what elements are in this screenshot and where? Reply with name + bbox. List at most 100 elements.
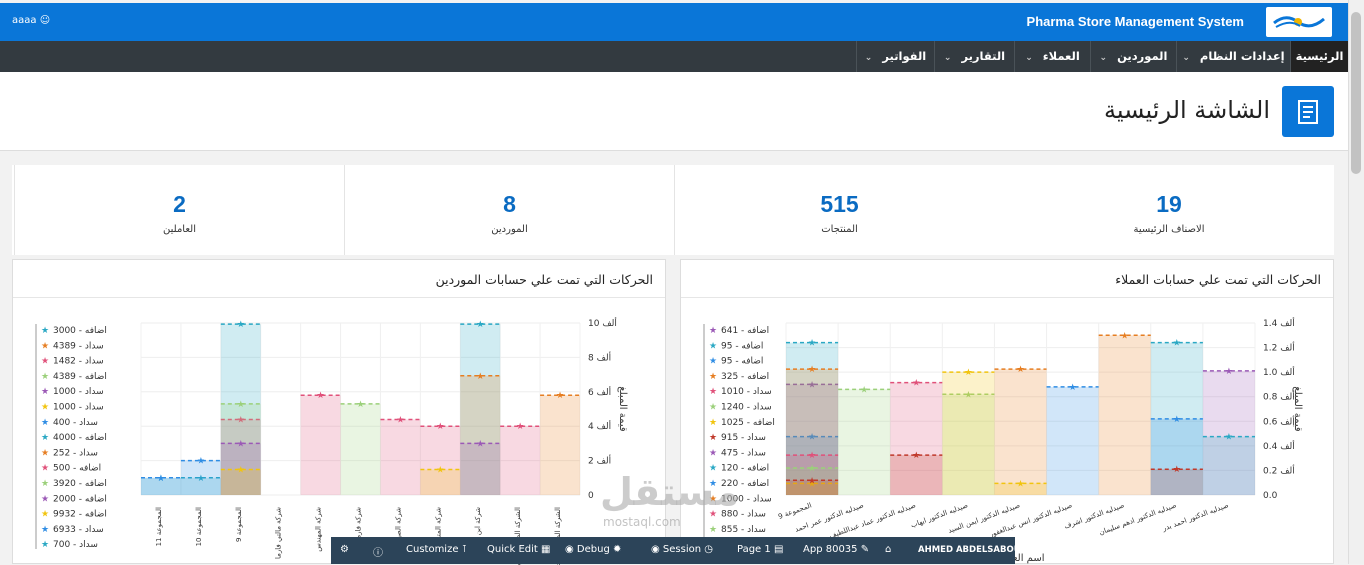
data-area xyxy=(220,403,261,495)
legend-label: سداد - 252 xyxy=(53,448,98,458)
settings-icon[interactable]: ⚙ xyxy=(340,544,349,555)
data-area xyxy=(1202,370,1255,495)
scrollbar-thumb[interactable] xyxy=(1351,12,1361,174)
data-point: ★ xyxy=(1225,367,1233,377)
legend-label: سداد - 915 xyxy=(721,433,766,443)
stat-suppliers: 8 الموردين xyxy=(344,165,674,255)
data-point: ★ xyxy=(808,479,816,489)
data-point: ★ xyxy=(964,368,972,378)
legend-label: اضافه - 1025 xyxy=(721,418,775,428)
data-area xyxy=(180,477,221,495)
data-point: ★ xyxy=(237,400,245,410)
clock-icon: ◷ xyxy=(704,544,713,555)
legend-marker: ★ xyxy=(709,433,717,443)
developer-name: AHMED ABDELSABOUR xyxy=(918,545,1028,555)
data-area xyxy=(1098,335,1151,495)
info-icon[interactable]: ⓘ xyxy=(373,548,383,559)
stat-label: المنتجات xyxy=(821,224,858,235)
watermark-url: mostaql.com xyxy=(603,515,681,529)
legend-marker: ★ xyxy=(41,448,49,458)
data-area xyxy=(141,477,181,495)
stat-value: 8 xyxy=(503,191,516,217)
legend-label: اضافه - 220 xyxy=(721,479,769,489)
page-button[interactable]: Page 1 ▤ xyxy=(737,544,783,555)
x-tick-label: المجموعة 9 xyxy=(235,507,243,542)
brush-icon: ⊺ xyxy=(461,544,467,555)
nav-item-suppliers[interactable]: ⌄ الموردين xyxy=(1090,41,1176,72)
data-area xyxy=(1150,418,1203,495)
legend-marker: ★ xyxy=(709,479,717,489)
y-axis-label: قيمة المبلغ xyxy=(1292,386,1303,432)
nav-item-customers[interactable]: ⌄ العملاء xyxy=(1014,41,1090,72)
nav-item-reports[interactable]: ⌄ التقارير xyxy=(934,41,1014,72)
stat-label: الموردين xyxy=(491,224,528,235)
data-point: ★ xyxy=(476,320,484,330)
page-title: الشاشة الرئيسية xyxy=(1104,96,1270,124)
select-icon: ▦ xyxy=(541,544,551,555)
data-point: ★ xyxy=(396,416,404,426)
nav-label: الرئيسية xyxy=(1295,49,1344,63)
session-button[interactable]: ◉ Session ◷ xyxy=(651,544,713,555)
y-tick-label: 0.2 ألف xyxy=(1263,464,1295,476)
nav-label: العملاء xyxy=(1042,49,1080,63)
legend-marker: ★ xyxy=(41,372,49,382)
legend-marker: ★ xyxy=(41,479,49,489)
legend-marker: ★ xyxy=(41,387,49,397)
suppliers-chart: 0 2 ألف 4 ألف 6 ألف 8 ألف 10 ألف قيمة المبلغ ★ ★… xyxy=(35,317,628,565)
legend-label: اضافه - 4000 xyxy=(53,433,107,443)
data-point: ★ xyxy=(237,416,245,426)
legend-label: اضافه - 2000 xyxy=(53,494,107,504)
page-icon: ▤ xyxy=(773,544,784,555)
legend-label: اضافه - 4389 xyxy=(53,372,107,382)
quick-edit-button[interactable]: Quick Edit ▦ xyxy=(487,544,550,555)
data-area xyxy=(994,369,1047,495)
legend-marker: ★ xyxy=(41,326,49,336)
legend-marker: ★ xyxy=(41,525,49,535)
stat-products: 515 المنتجات xyxy=(674,165,1004,255)
legend-label: اضافه - 3000 xyxy=(53,326,107,336)
data-point: ★ xyxy=(476,372,484,382)
x-tick-label: شركة ابن سينا xyxy=(474,507,482,550)
legend-marker: ★ xyxy=(41,464,49,474)
nav-item-settings[interactable]: ⌄ إعدادات النظام xyxy=(1176,41,1290,72)
data-area xyxy=(942,372,995,495)
customize-button[interactable]: Customize ⊺ xyxy=(406,544,467,555)
data-point: ★ xyxy=(1173,465,1181,475)
stat-label: الاصناف الرئيسية xyxy=(1133,224,1205,235)
nav-item-home[interactable]: الرئيسية xyxy=(1290,41,1348,72)
data-area xyxy=(890,455,943,495)
data-area xyxy=(220,469,261,495)
data-area xyxy=(786,480,839,495)
legend-label: سداد - 400 xyxy=(53,418,98,428)
debug-button[interactable]: ◉ Debug ✹ xyxy=(565,544,621,555)
legend-label: سداد - 880 xyxy=(721,510,766,520)
legend-marker: ★ xyxy=(41,357,49,367)
data-area xyxy=(1202,436,1255,495)
nav-label: التقارير xyxy=(961,49,1006,63)
app-logo[interactable] xyxy=(1266,7,1332,37)
home-icon[interactable]: ⌂ xyxy=(885,544,892,555)
legend-marker: ★ xyxy=(41,494,49,504)
legend-marker: ★ xyxy=(41,510,49,520)
legend-label: اضافه - 325 xyxy=(721,372,769,382)
user-name: aaaa xyxy=(12,15,37,26)
legend-marker: ★ xyxy=(41,341,49,351)
stat-categories: 19 الاصناف الرئيسية xyxy=(1004,165,1334,255)
legend-label: سداد - 700 xyxy=(53,540,98,550)
app-button[interactable]: App 80035 ✎ xyxy=(803,544,869,555)
chevron-down-icon: ⌄ xyxy=(1182,53,1190,63)
data-area xyxy=(1046,386,1099,495)
legend-label: سداد - 4389 xyxy=(53,341,104,351)
x-tick-label: الشركة المصرية للأدوية xyxy=(553,507,562,565)
y-tick-label: 0.8 ألف xyxy=(1263,391,1295,403)
legend-marker: ★ xyxy=(709,372,717,382)
chevron-down-icon: ⌄ xyxy=(864,53,873,63)
legend-marker: ★ xyxy=(41,403,49,413)
nav-item-invoices[interactable]: ⌄ الفواتير xyxy=(856,41,934,72)
panel-title: الحركات التي تمت علي حسابات الموردين xyxy=(13,260,665,298)
legend-marker: ★ xyxy=(41,540,49,550)
data-point: ★ xyxy=(237,466,245,476)
panel-title: الحركات التي تمت علي حسابات العملاء xyxy=(681,260,1333,298)
data-point: ★ xyxy=(912,451,920,461)
user-menu[interactable]: aaaa ☺ xyxy=(12,15,50,26)
